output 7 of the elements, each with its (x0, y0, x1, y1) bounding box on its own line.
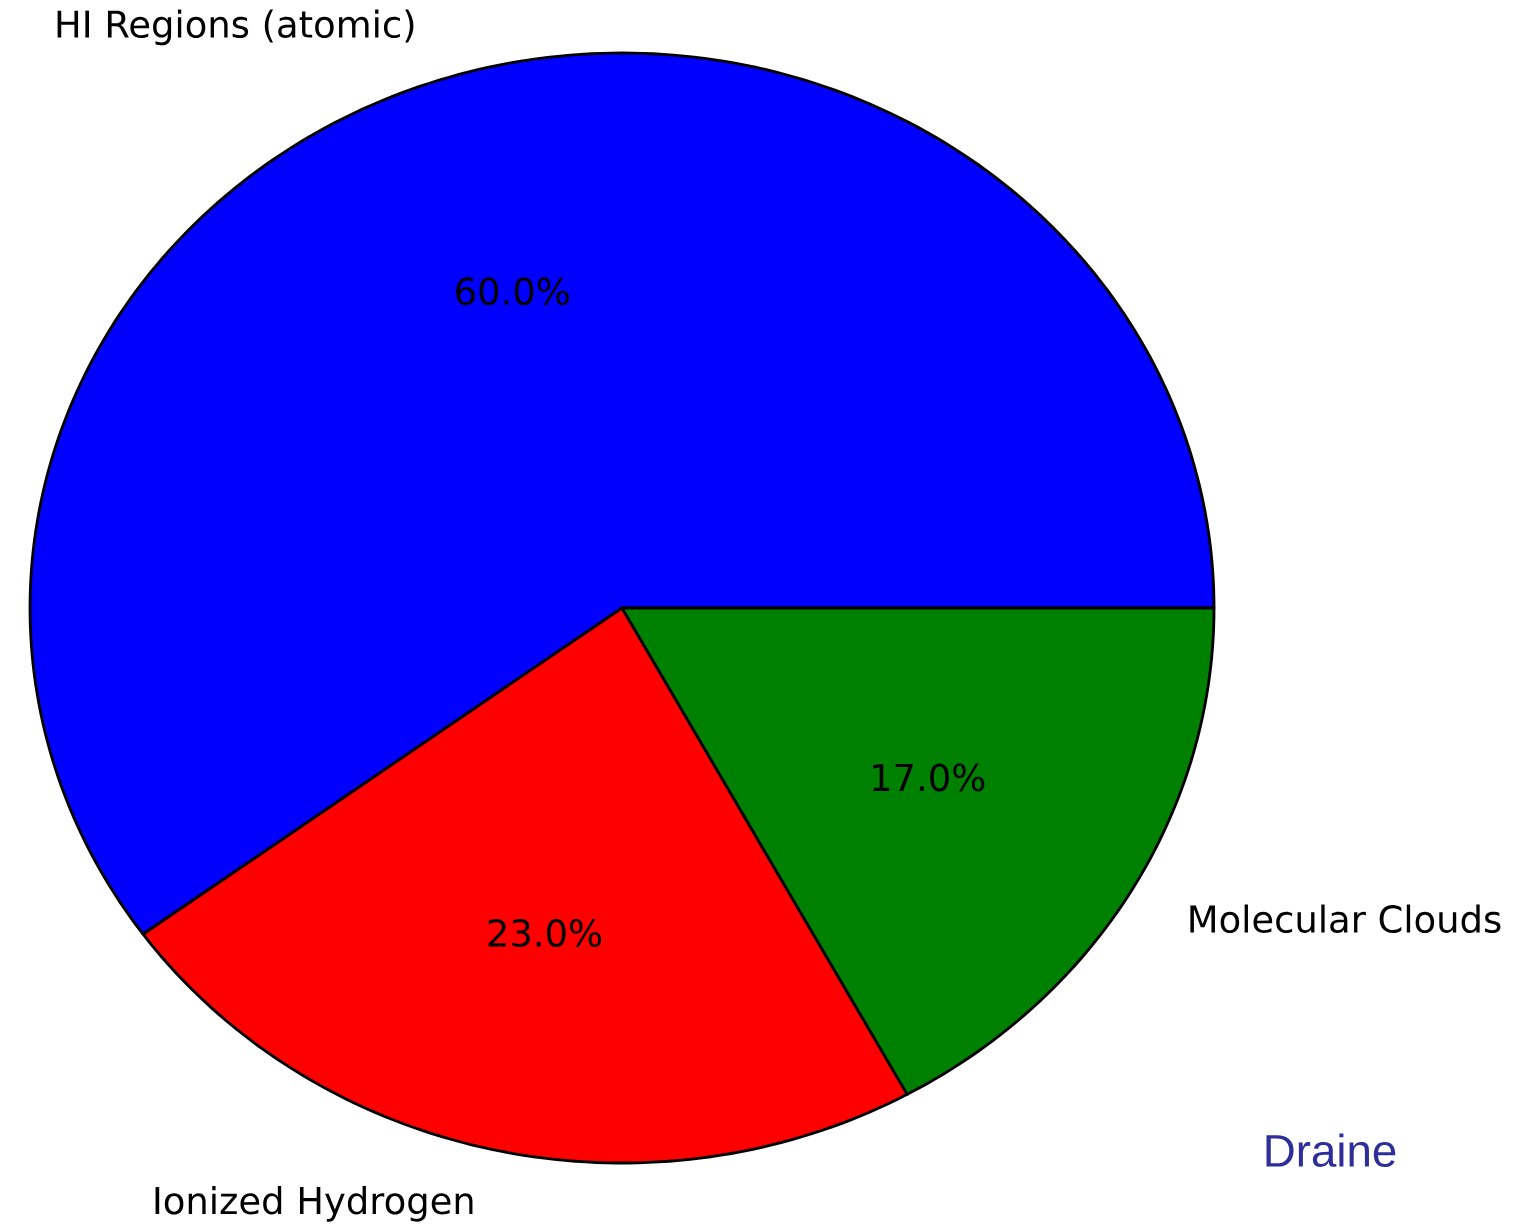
text: Draine (1266, 1133, 1396, 1168)
slice-label: Molecular Clouds (1190, 904, 1501, 933)
data-label: 17.0% (873, 763, 985, 792)
slice-label: Ionized Hydrogen (155, 1185, 473, 1222)
data-label: 23.0% (488, 919, 602, 947)
data-label: 60.0% (456, 277, 569, 306)
slice-label: HI Regions (atomic) (57, 9, 414, 46)
